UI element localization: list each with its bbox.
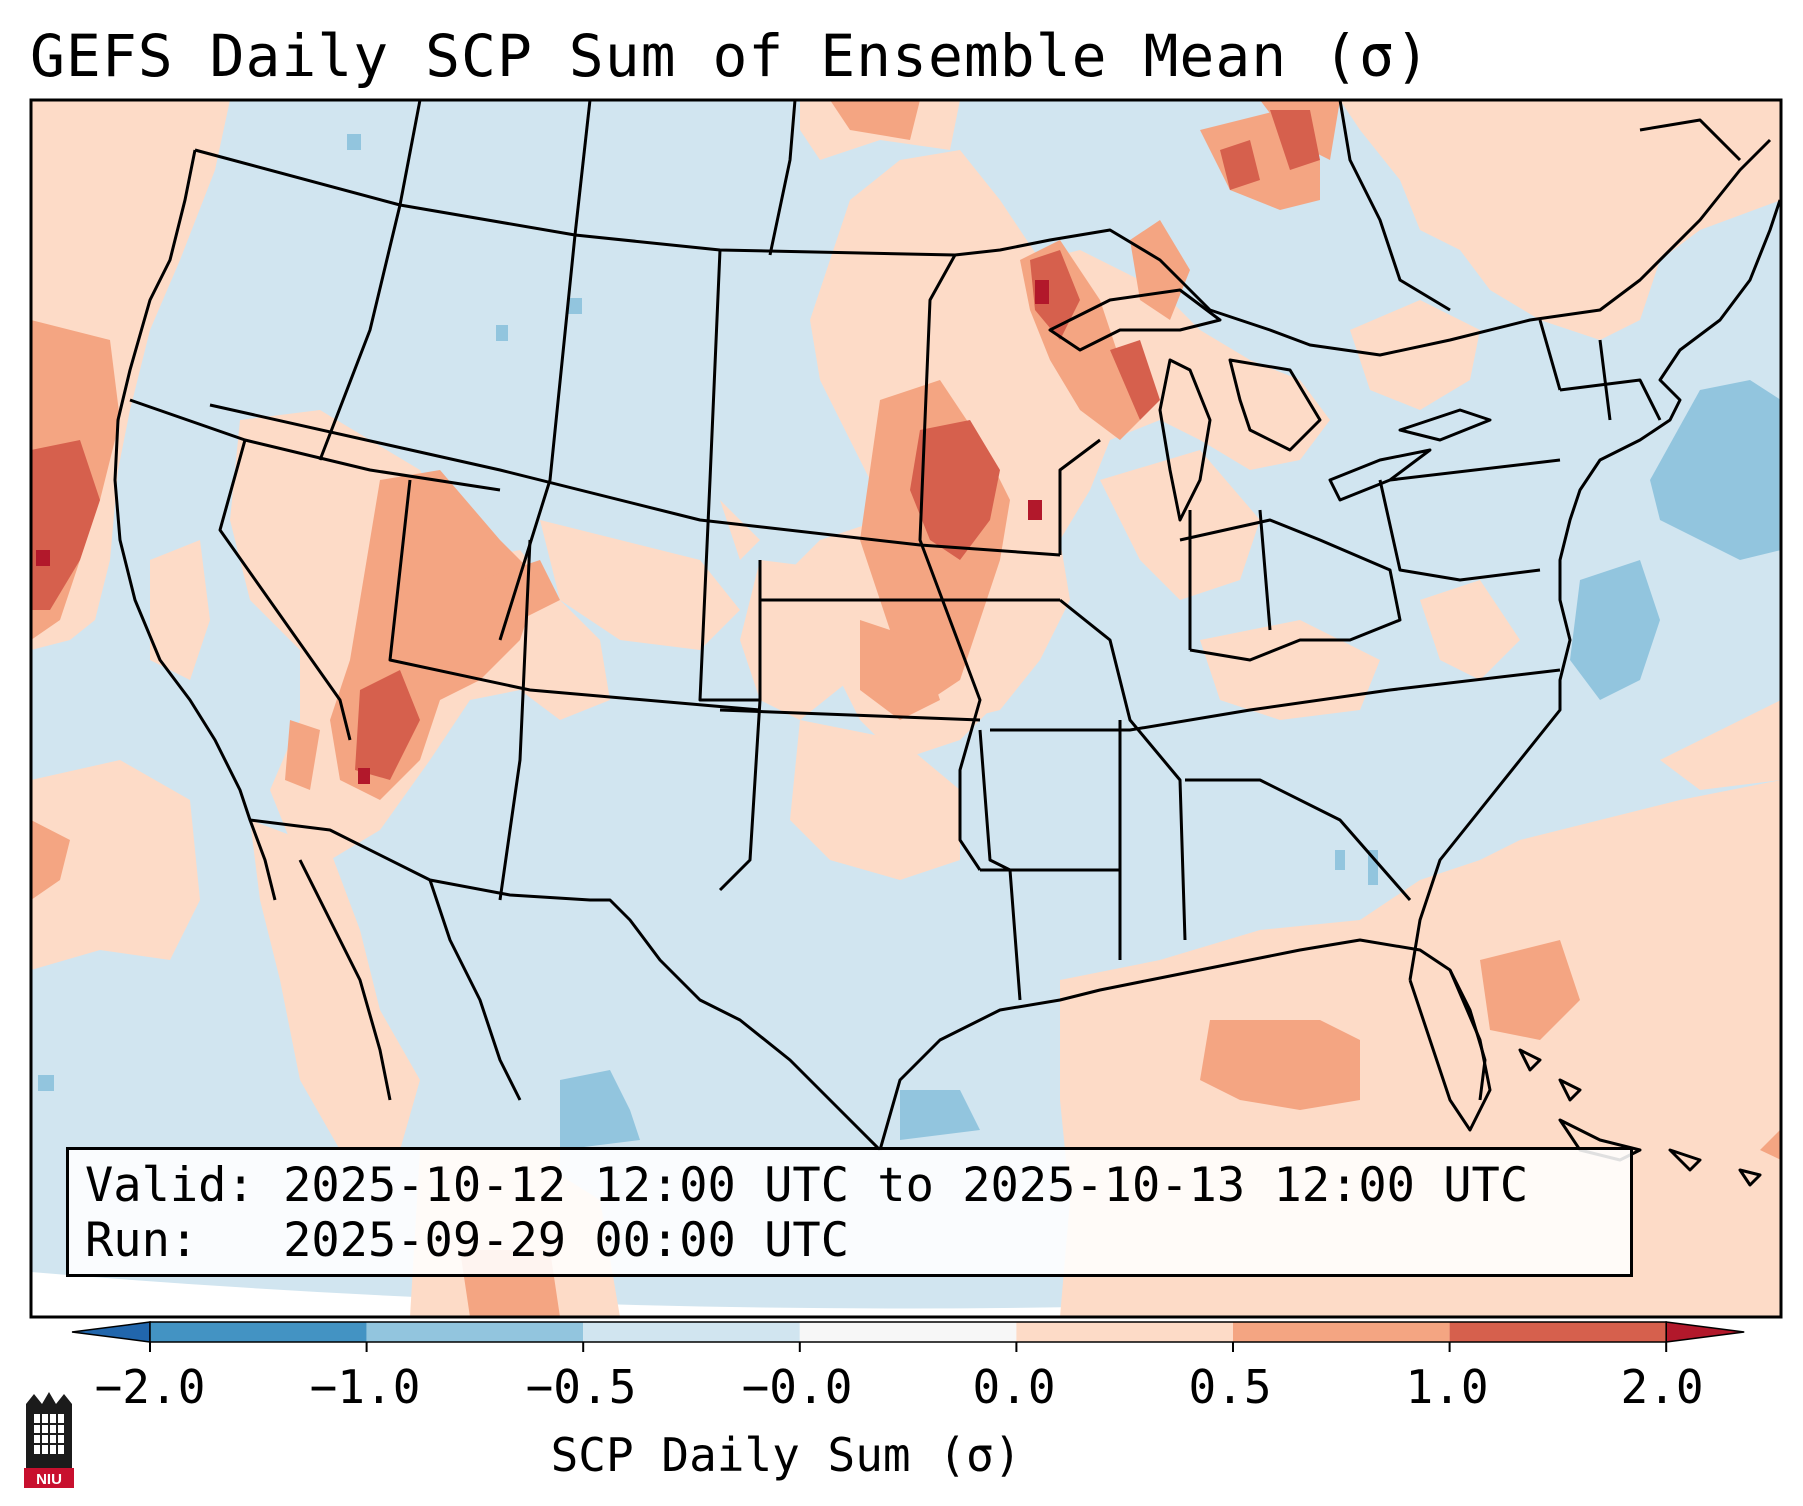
colorbar-extend-low: [71, 1321, 151, 1343]
figure-title: GEFS Daily SCP Sum of Ensemble Mean (σ): [30, 22, 1431, 90]
boundary-lines: [113, 100, 1781, 1187]
colorbar-tick-label: 0.5: [1188, 1360, 1272, 1414]
colorbar-tick-label: 2.0: [1620, 1360, 1704, 1414]
colorbar: [71, 1321, 1745, 1352]
run-time-line: Run: 2025-09-29 00:00 UTC: [85, 1213, 850, 1268]
valid-time-line: Valid: 2025-10-12 12:00 UTC to 2025-10-1…: [85, 1158, 1529, 1213]
colorbar-tick-label: −0.0: [741, 1360, 853, 1414]
positive-anomaly-extreme: [36, 280, 1049, 784]
colorbar-segment: [1016, 1322, 1233, 1342]
niu-logo-text: NIU: [36, 1471, 62, 1488]
colorbar-tick-label: −2.0: [94, 1360, 206, 1414]
colorbar-tick-label: −0.5: [525, 1360, 637, 1414]
map-frame: [29, 98, 1783, 1319]
run-info-box: Valid: 2025-10-12 12:00 UTC to 2025-10-1…: [66, 1147, 1633, 1277]
colorbar-tick-label: 1.0: [1405, 1360, 1489, 1414]
colorbar-label: SCP Daily Sum (σ): [550, 1428, 1022, 1482]
niu-badge: [24, 1468, 74, 1488]
colorbar-segment: [799, 1322, 1017, 1342]
colorbar-extend-high: [1665, 1321, 1745, 1343]
positive-anomaly-strong: [31, 110, 1320, 780]
negative-anomaly: [38, 134, 1781, 1150]
colorbar-outline: [149, 1321, 1667, 1343]
colorbar-tick-label: 0.0: [972, 1360, 1056, 1414]
niu-logo-icon: NIU: [24, 1392, 74, 1488]
scp-field: [31, 100, 1781, 1317]
colorbar-segment: [583, 1322, 800, 1342]
colorbar-tick-label: −1.0: [309, 1360, 421, 1414]
colorbar-segment: [150, 1322, 367, 1342]
colorbar-segment: [366, 1322, 584, 1342]
colorbar-segment: [1233, 1322, 1450, 1342]
colorbar-segment: [1449, 1322, 1667, 1342]
